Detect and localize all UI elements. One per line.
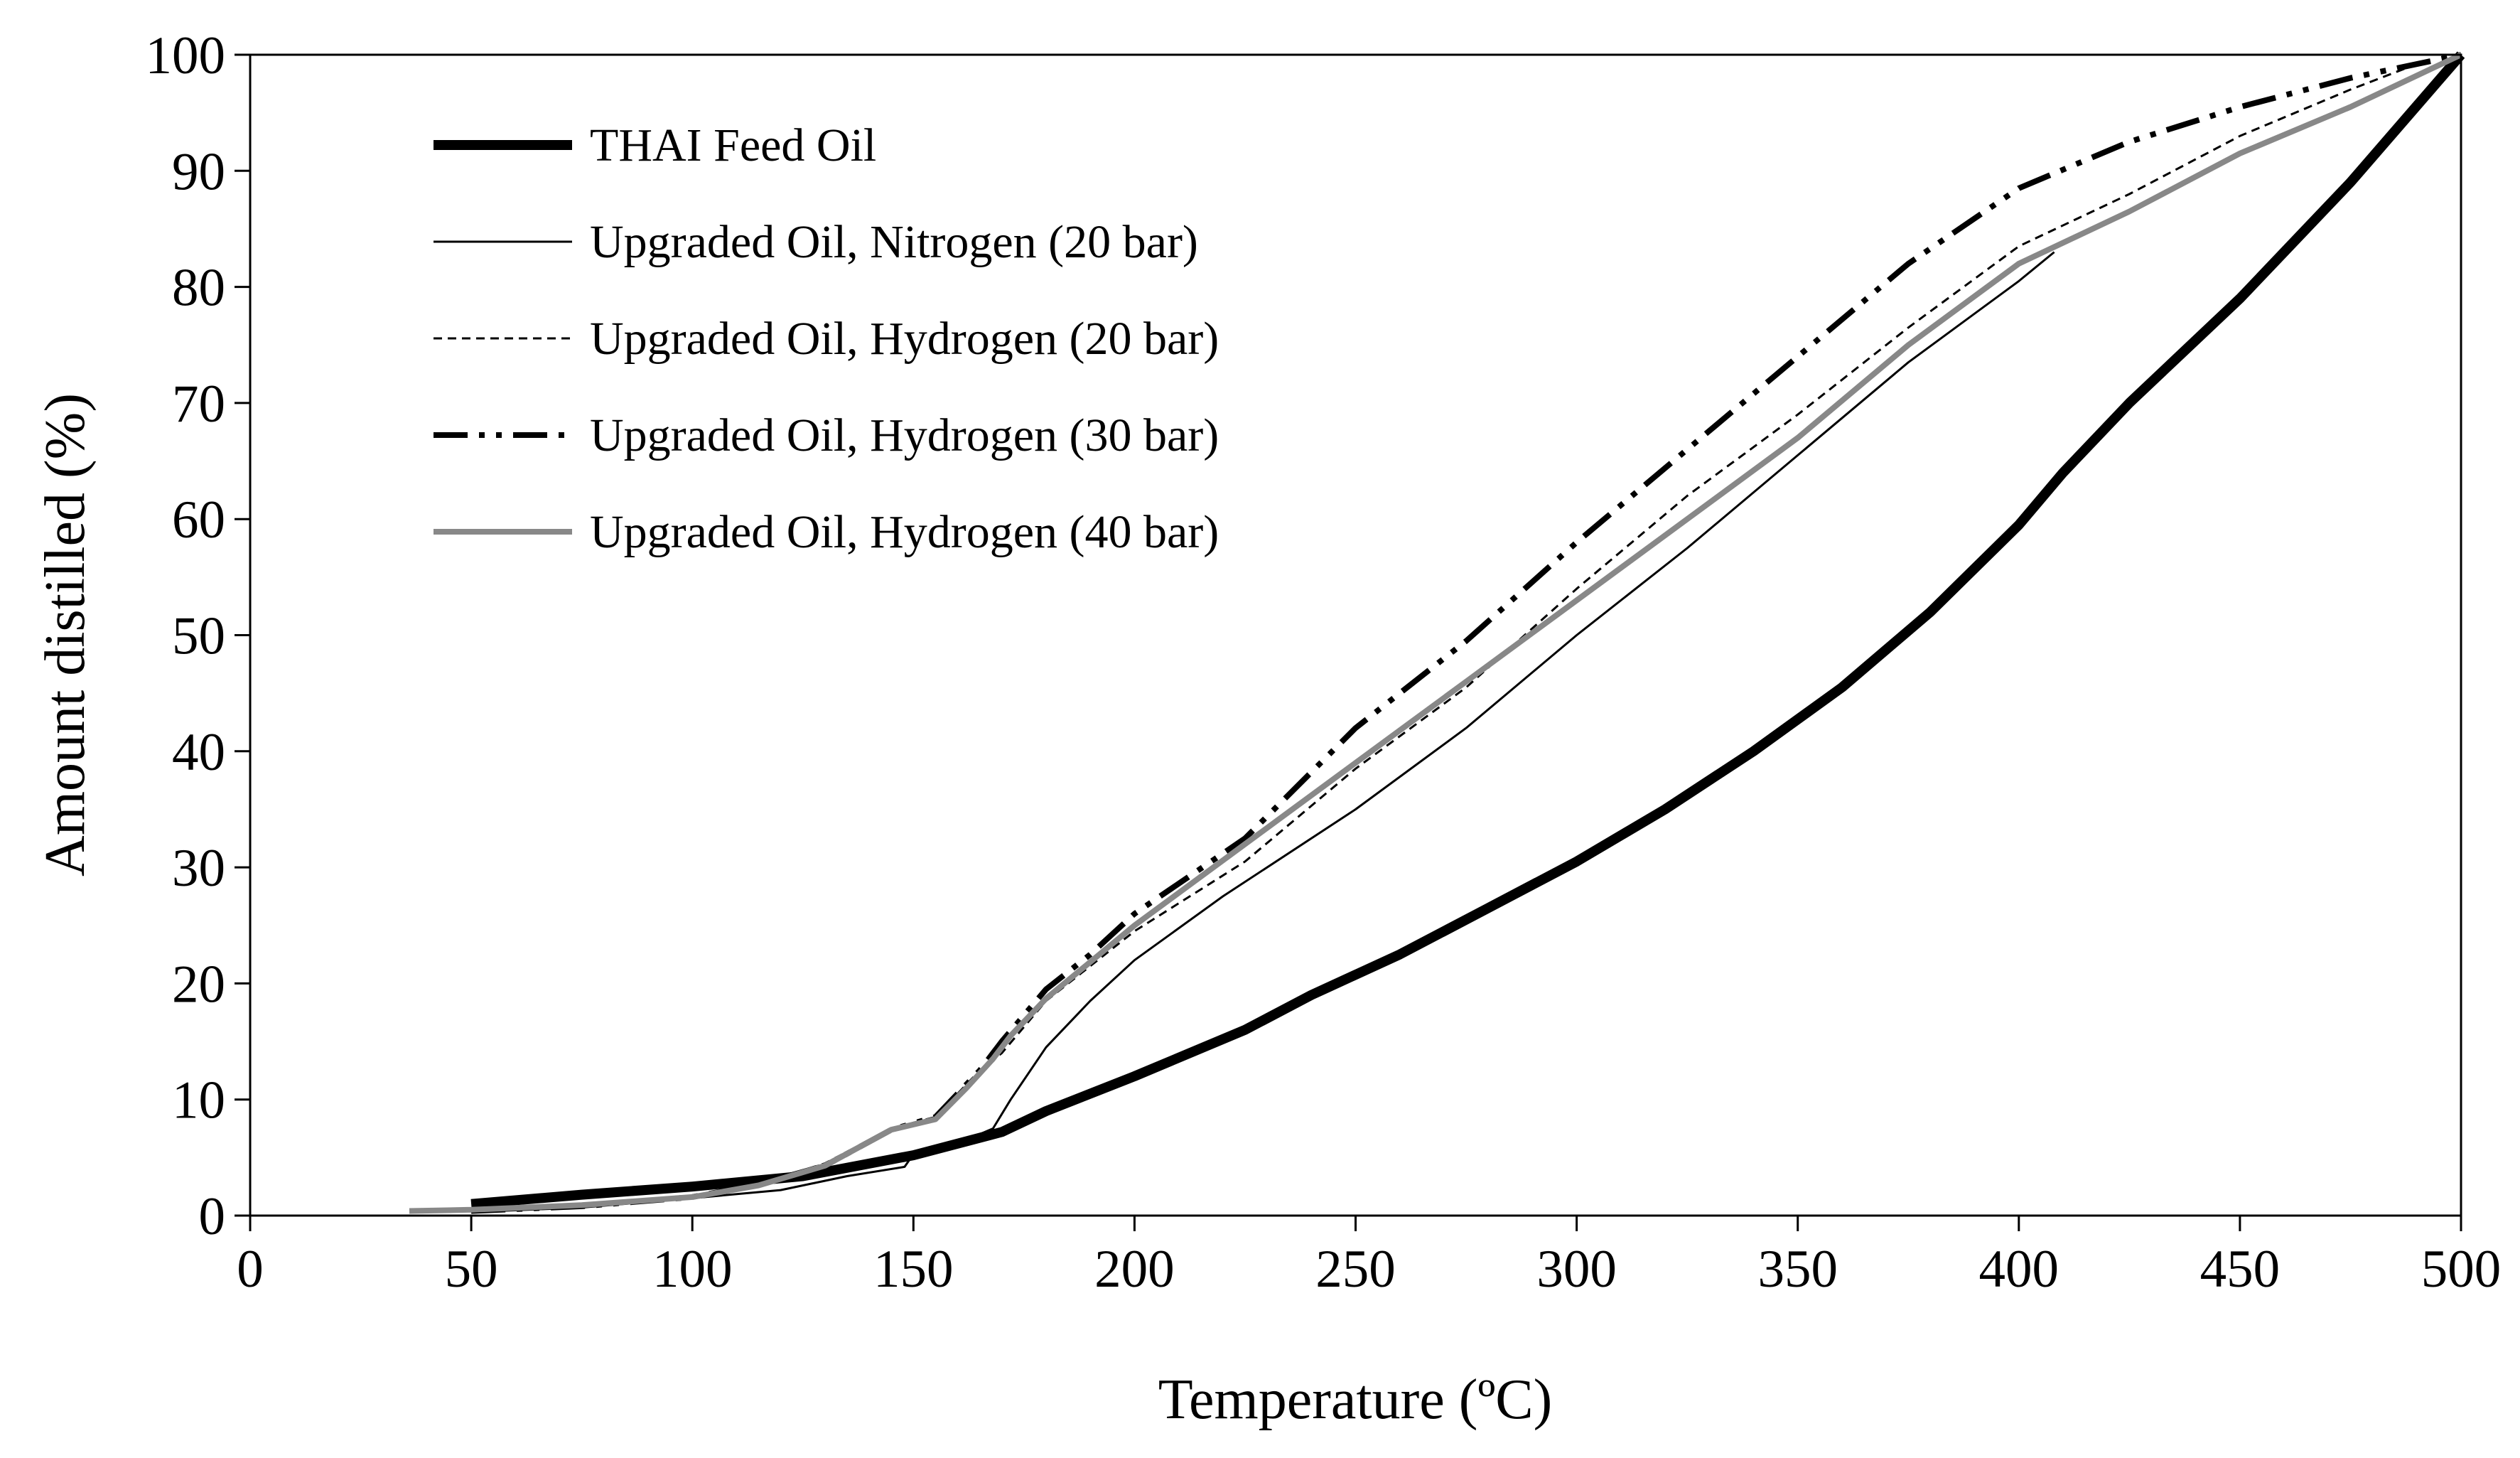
x-tick-label: 300	[1536, 1240, 1617, 1299]
y-tick-label: 60	[172, 491, 225, 550]
legend: THAI Feed Oil Upgraded Oil, Nitrogen (20 …	[434, 119, 1219, 558]
x-tick-label: 250	[1315, 1240, 1396, 1299]
y-tick-label: 20	[172, 955, 225, 1014]
legend-label-4: Upgraded Oil, Hydrogen (30 bar)	[590, 409, 1219, 461]
series-line-2	[471, 251, 2055, 1213]
x-tick-label: 50	[445, 1240, 498, 1299]
y-axis: 0 10 20 30 40 50 60 70 80 90 100	[146, 26, 250, 1246]
series-line-5	[409, 52, 2462, 1214]
y-tick-label: 90	[172, 142, 225, 201]
legend-label-1: THAI Feed Oil	[590, 119, 876, 171]
y-tick-label: 40	[172, 723, 225, 782]
y-tick-label: 100	[146, 26, 226, 85]
x-tick-label: 0	[237, 1240, 264, 1299]
legend-label-5: Upgraded Oil, Hydrogen (40 bar)	[590, 506, 1219, 558]
x-tick-label: 100	[652, 1240, 733, 1299]
y-tick-label: 10	[172, 1071, 225, 1130]
legend-label-3: Upgraded Oil, Hydrogen (20 bar)	[590, 313, 1219, 365]
series-layer	[409, 51, 2465, 1214]
legend-label-2: Upgraded Oil, Nitrogen (20 bar)	[590, 216, 1198, 268]
y-tick-label: 50	[172, 607, 225, 666]
x-axis-title: Temperature (ºC)	[1158, 1368, 1553, 1431]
x-axis: 0 50 100 150 200 250 300 350 400 450 500	[237, 1216, 2501, 1299]
y-axis-title: Amount distilled (%)	[34, 393, 97, 877]
x-tick-label: 500	[2421, 1240, 2502, 1299]
series-line-1	[470, 51, 2465, 1209]
x-tick-label: 350	[1757, 1240, 1838, 1299]
x-tick-label: 200	[1094, 1240, 1175, 1299]
x-tick-label: 400	[1979, 1240, 2059, 1299]
y-tick-label: 70	[172, 375, 225, 434]
y-tick-label: 80	[172, 259, 225, 318]
y-tick-label: 30	[172, 839, 225, 898]
x-tick-label: 150	[873, 1240, 954, 1299]
y-tick-label: 0	[199, 1187, 226, 1246]
x-tick-label: 450	[2200, 1240, 2281, 1299]
